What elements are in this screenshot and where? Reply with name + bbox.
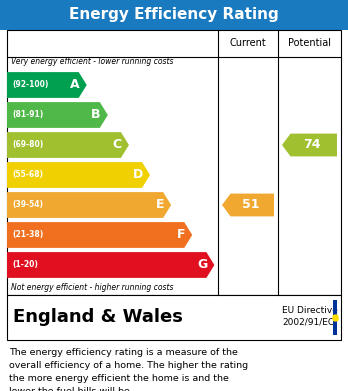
Text: F: F (177, 228, 185, 242)
Text: D: D (133, 169, 143, 181)
Polygon shape (7, 162, 150, 188)
Text: (1-20): (1-20) (12, 260, 38, 269)
Polygon shape (7, 252, 214, 278)
Polygon shape (282, 134, 337, 156)
Polygon shape (7, 222, 192, 248)
Text: EU Directive
2002/91/EC: EU Directive 2002/91/EC (282, 306, 338, 327)
Bar (0, 0, 348, 30)
Text: (55-68): (55-68) (12, 170, 43, 179)
Bar (7, 295, 341, 340)
Polygon shape (7, 102, 108, 128)
Text: Not energy efficient - higher running costs: Not energy efficient - higher running co… (11, 283, 174, 292)
Polygon shape (7, 192, 171, 218)
Text: (92-100): (92-100) (12, 81, 48, 90)
Bar (7, 30, 341, 295)
Bar (333, 300, 337, 335)
Polygon shape (7, 132, 129, 158)
Polygon shape (7, 72, 87, 98)
Text: E: E (156, 199, 164, 212)
Text: 74: 74 (303, 138, 321, 151)
Text: (69-80): (69-80) (12, 140, 43, 149)
Text: (81-91): (81-91) (12, 111, 43, 120)
Text: Energy Efficiency Rating: Energy Efficiency Rating (69, 7, 279, 23)
Polygon shape (222, 194, 274, 216)
Text: 51: 51 (242, 199, 259, 212)
Text: (39-54): (39-54) (12, 201, 43, 210)
Text: Very energy efficient - lower running costs: Very energy efficient - lower running co… (11, 57, 174, 66)
Text: B: B (91, 108, 101, 122)
Text: England & Wales: England & Wales (13, 308, 183, 326)
Text: Potential: Potential (288, 38, 331, 48)
Text: (21-38): (21-38) (12, 231, 43, 240)
Text: C: C (113, 138, 122, 151)
Text: The energy efficiency rating is a measure of the
overall efficiency of a home. T: The energy efficiency rating is a measur… (9, 348, 248, 391)
Text: G: G (197, 258, 207, 271)
Text: A: A (70, 79, 80, 91)
Text: Current: Current (230, 38, 266, 48)
